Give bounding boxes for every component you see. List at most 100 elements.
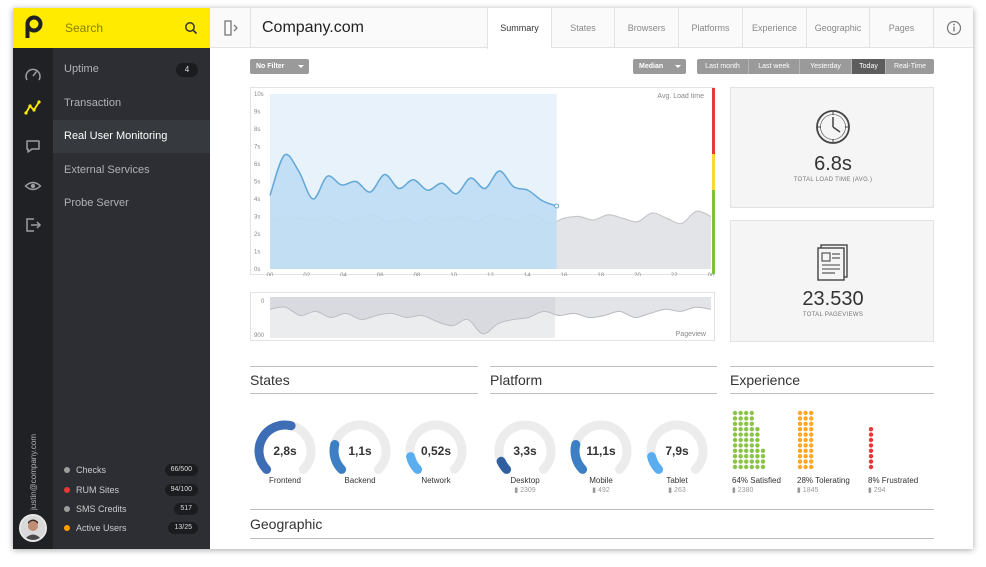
range-last-week[interactable]: Last week bbox=[749, 59, 800, 74]
logout-icon[interactable] bbox=[24, 216, 42, 234]
experience-dot bbox=[738, 454, 743, 459]
sidebar-item-label: Probe Server bbox=[64, 197, 129, 209]
stat-value: 13/25 bbox=[168, 522, 198, 534]
sidebar-item-label: Real User Monitoring bbox=[64, 130, 168, 142]
search-icon[interactable] bbox=[184, 21, 198, 35]
pageview-area bbox=[270, 297, 711, 334]
gauge-value: 1,1s bbox=[348, 444, 372, 458]
stat-label: Checks bbox=[76, 465, 107, 475]
kpi-value: 23.530 bbox=[802, 288, 864, 310]
experience-dot bbox=[749, 410, 754, 416]
range-real-time[interactable]: Real-Time bbox=[886, 59, 934, 74]
gauge-label: Desktop bbox=[510, 476, 540, 485]
experience-dot bbox=[797, 454, 803, 459]
tab-platforms[interactable]: Platforms bbox=[678, 8, 742, 48]
tab-states[interactable]: States bbox=[551, 8, 614, 48]
gauge-fill bbox=[329, 440, 347, 474]
experience-dot bbox=[797, 437, 803, 443]
eye-icon[interactable] bbox=[24, 177, 42, 195]
range-yesterday[interactable]: Yesterday bbox=[800, 59, 852, 74]
experience-dot bbox=[744, 448, 749, 453]
experience-count: ▮ 294 bbox=[868, 487, 886, 494]
threshold-bar-red bbox=[712, 88, 715, 154]
speedometer-icon[interactable] bbox=[24, 66, 42, 84]
experience-dot bbox=[803, 437, 808, 443]
tab-summary[interactable]: Summary bbox=[487, 8, 551, 49]
x-tick-label: 18 bbox=[597, 273, 604, 276]
sidebar-item-probe-server[interactable]: Probe Server bbox=[53, 187, 210, 220]
collapse-sidebar-icon[interactable] bbox=[224, 20, 238, 36]
experience-dot bbox=[797, 448, 803, 453]
sidebar-item-label: External Services bbox=[64, 164, 150, 176]
experience-count: ▮ 1845 bbox=[797, 487, 819, 494]
current-point[interactable] bbox=[554, 203, 560, 209]
pageview-chart-plot: 0 900 bbox=[254, 297, 712, 339]
experience-dots-0 bbox=[732, 410, 766, 470]
gauge-count: ▮ 263 bbox=[668, 487, 686, 494]
gauge-count: ▮ 2309 bbox=[514, 487, 536, 494]
gauge-label: Mobile bbox=[589, 476, 613, 485]
metric-dropdown[interactable]: Median bbox=[633, 59, 686, 74]
divider bbox=[250, 393, 478, 394]
divider bbox=[730, 366, 934, 367]
gauge-label: Backend bbox=[344, 476, 376, 485]
chart-title: Pageview bbox=[675, 331, 706, 338]
experience-dot bbox=[744, 459, 749, 464]
gauge-ring-icon bbox=[646, 420, 708, 474]
stat-label: SMS Credits bbox=[76, 504, 127, 514]
platform-title: Platform bbox=[490, 372, 543, 388]
experience-dot bbox=[744, 443, 749, 448]
gauge-fill bbox=[647, 452, 664, 474]
experience-dot bbox=[797, 443, 803, 448]
experience-dot bbox=[809, 427, 814, 432]
filter-dropdown[interactable]: No Filter bbox=[250, 59, 309, 74]
experience-dot bbox=[744, 464, 749, 470]
analytics-icon[interactable] bbox=[24, 99, 42, 117]
experience-dot bbox=[797, 427, 803, 432]
range-today[interactable]: Today bbox=[852, 59, 886, 74]
experience-dot bbox=[803, 421, 808, 426]
experience-dot bbox=[732, 443, 738, 448]
clock-icon bbox=[816, 110, 850, 144]
geographic-title: Geographic bbox=[250, 516, 323, 532]
sidebar-item-uptime[interactable]: Uptime 4 bbox=[53, 53, 210, 86]
sidebar: Search Uptime 4 Transaction Real User Mo… bbox=[53, 8, 210, 549]
tab-experience[interactable]: Experience bbox=[742, 8, 806, 48]
stat-dot bbox=[64, 506, 70, 512]
experience-dot bbox=[749, 432, 754, 437]
chart-title: Avg. Load time bbox=[657, 93, 704, 100]
experience-count: ▮ 2380 bbox=[732, 487, 754, 494]
x-tick-label: 04 bbox=[340, 273, 347, 276]
experience-dot bbox=[797, 459, 803, 464]
stat-value: 94/100 bbox=[164, 484, 198, 496]
search-bar[interactable]: Search bbox=[53, 8, 210, 48]
sidebar-item-external-services[interactable]: External Services bbox=[53, 154, 210, 187]
tab-geographic[interactable]: Geographic bbox=[806, 8, 869, 48]
experience-dot bbox=[738, 427, 743, 432]
divider bbox=[250, 366, 478, 367]
experience-dot bbox=[760, 448, 766, 453]
experience-dot bbox=[755, 437, 760, 443]
tab-pages[interactable]: Pages bbox=[869, 8, 933, 48]
search-input[interactable]: Search bbox=[65, 21, 104, 35]
experience-dot bbox=[744, 437, 749, 443]
experience-dot bbox=[803, 410, 808, 416]
range-last-month[interactable]: Last month bbox=[697, 59, 749, 74]
experience-dot bbox=[749, 421, 754, 426]
pageview-chart: Pageview 0 900 bbox=[250, 292, 715, 341]
tab-browsers[interactable]: Browsers bbox=[614, 8, 678, 48]
app-window: justin@company.com Search Uptime 4 Trans… bbox=[13, 8, 973, 549]
experience-dot bbox=[738, 432, 743, 437]
x-tick-label: 20 bbox=[634, 273, 641, 276]
chat-icon[interactable] bbox=[24, 137, 42, 155]
realtime-region bbox=[270, 297, 555, 338]
divider bbox=[250, 8, 251, 48]
sidebar-item-real-user-monitoring[interactable]: Real User Monitoring bbox=[53, 120, 210, 153]
experience-dot bbox=[732, 448, 738, 453]
y-tick-label: 5s bbox=[254, 180, 260, 186]
avatar[interactable] bbox=[19, 514, 47, 542]
gauge-desktop bbox=[492, 413, 558, 479]
info-button[interactable] bbox=[933, 8, 973, 48]
sidebar-item-transaction[interactable]: Transaction bbox=[53, 87, 210, 120]
logo[interactable] bbox=[13, 8, 53, 48]
